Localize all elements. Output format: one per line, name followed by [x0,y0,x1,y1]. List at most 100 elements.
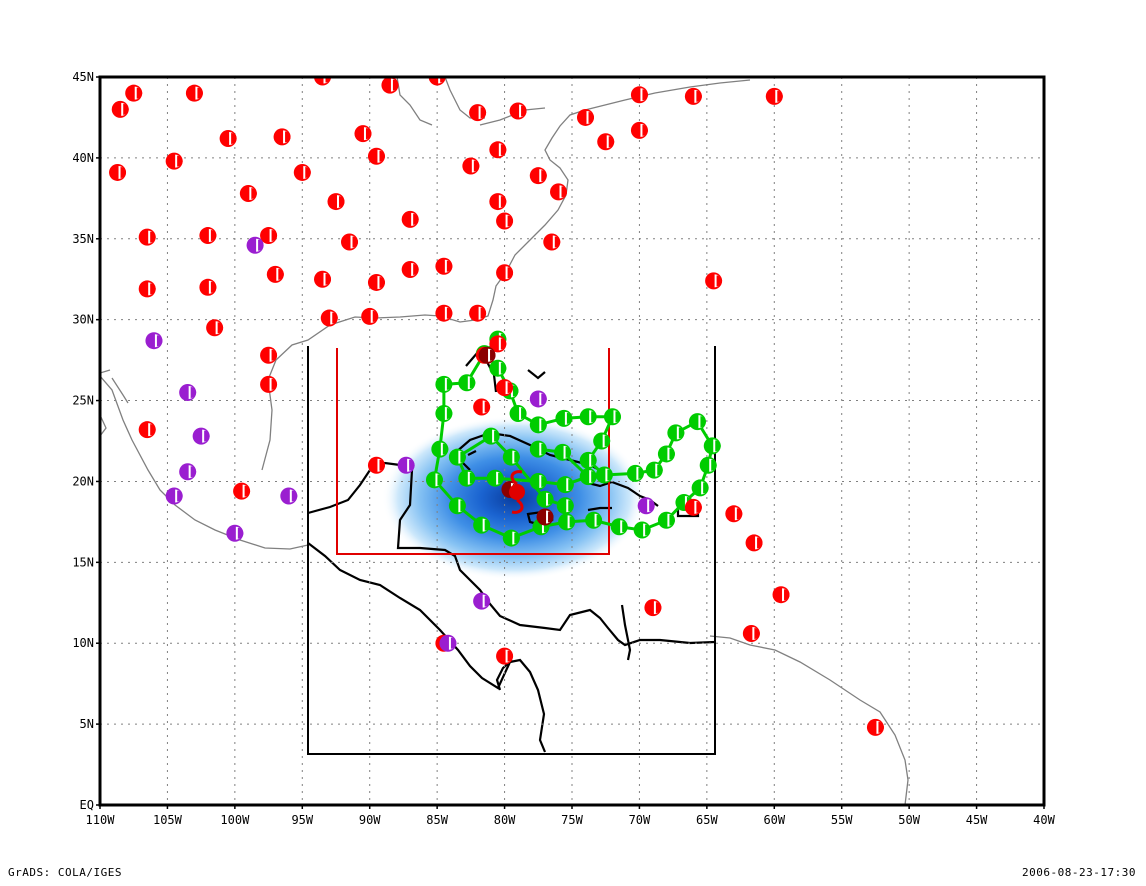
track-station-icon [657,445,675,463]
red-station-icon [644,599,662,617]
red-station-icon [314,77,332,86]
x-tick-label: 65W [696,813,718,827]
red-station-icon [185,84,203,102]
purple-station-icon [439,634,457,652]
red-station-icon [138,421,156,439]
track-station-icon [529,472,547,490]
red-station-icon [489,193,507,211]
purple-station-icon [246,236,264,254]
outer-domain-box [307,346,716,755]
red-station-icon [435,257,453,275]
purple-station-icon [637,497,655,515]
track-station-icon [603,408,621,426]
track-station-icon [489,359,507,377]
red-station-icon [266,265,284,283]
red-station-icon [496,264,514,282]
purple-station-icon [473,592,491,610]
red-station-icon [684,87,702,105]
track-station-icon [473,516,491,534]
hurricane-symbol-icon [509,470,525,514]
track-station-icon [482,427,500,445]
red-station-icon [435,304,453,322]
red-station-icon [473,398,491,416]
track-station-icon [435,404,453,422]
track-station-icon [667,424,685,442]
x-tick-label: 100W [220,813,250,827]
red-station-icon [543,233,561,251]
red-station-icon [630,86,648,104]
red-station-icon [125,84,143,102]
red-station-icon [597,133,615,151]
red-station-icon [239,184,257,202]
red-station-icon [550,183,568,201]
y-tick-label: 20N [72,474,94,488]
red-station-icon [199,278,217,296]
red-station-icon [496,212,514,230]
track-station-icon [593,432,611,450]
track-station-icon [595,466,613,484]
y-tick-label: 40N [72,151,94,165]
track-station-icon [502,529,520,547]
track-station-icon [529,440,547,458]
red-station-icon [233,482,251,500]
track-station-icon [529,416,547,434]
y-tick-label: 15N [72,555,94,569]
red-station-icon [260,346,278,364]
track-station-icon [431,440,449,458]
red-station-icon [401,210,419,228]
red-station-icon [401,261,419,279]
purple-station-icon [226,524,244,542]
red-station-icon [576,108,594,126]
red-station-icon [340,233,358,251]
grid-lines [100,77,1044,805]
x-tick-label: 95W [291,813,313,827]
footer-timestamp: 2006-08-23-17:30 [1022,866,1136,879]
inner-domain-box [336,348,610,555]
red-station-icon [199,227,217,245]
track-station-icon [585,511,603,529]
red-station-icon [260,227,278,245]
track-station-icon [703,437,721,455]
red-station-icon [314,270,332,288]
stations [109,77,884,736]
track-station-icon [579,468,597,486]
x-tick-label: 110W [86,813,116,827]
red-station-icon [509,102,527,120]
track-station-icon [556,497,574,515]
y-tick-label: 30N [72,313,94,327]
track-station-icon [645,461,663,479]
red-station-icon [354,125,372,143]
red-station-icon [745,534,763,552]
red-station-icon [469,104,487,122]
x-tick-label: 40W [1033,813,1055,827]
red-station-icon [138,280,156,298]
red-station-icon [496,647,514,665]
track-station-icon [558,513,576,531]
purple-station-icon [165,487,183,505]
dark-station-icon [536,508,554,526]
x-tick-label: 50W [898,813,920,827]
x-tick-label: 75W [561,813,583,827]
track-station-icon [554,443,572,461]
red-station-icon [725,505,743,523]
y-tick-label: 5N [80,717,94,731]
red-station-icon [765,87,783,105]
x-tick-label: 70W [629,813,651,827]
red-station-icon [367,147,385,165]
x-tick-label: 85W [426,813,448,827]
red-station-icon [109,163,127,181]
x-tick-label: 45W [966,813,988,827]
red-station-icon [165,152,183,170]
red-station-icon [489,335,507,353]
red-station-icon [219,129,237,147]
x-tick-label: 80W [494,813,516,827]
y-tick-label: 10N [72,636,94,650]
purple-station-icon [397,456,415,474]
red-station-icon [320,309,338,327]
red-station-icon [381,77,399,94]
red-station-icon [496,379,514,397]
red-station-icon [772,586,790,604]
x-tick-label: 55W [831,813,853,827]
red-station-icon [489,141,507,159]
red-station-icon [260,375,278,393]
